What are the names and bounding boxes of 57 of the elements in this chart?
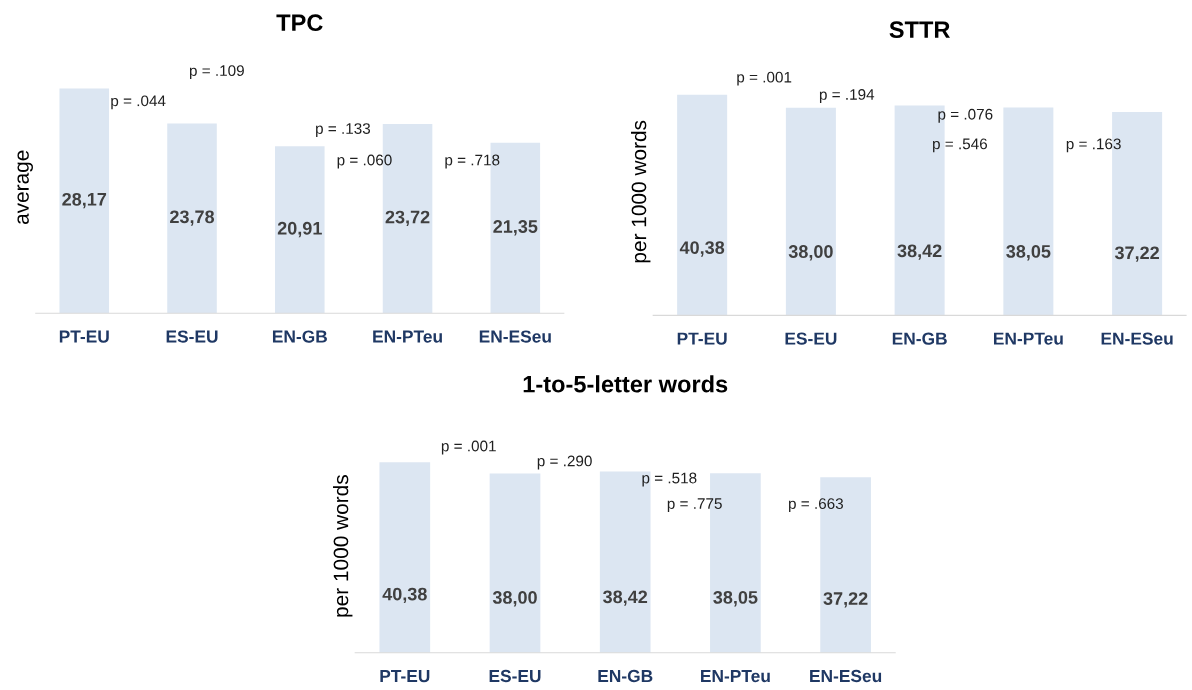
x-tick-label: PT-EU xyxy=(59,330,109,343)
x-tick-label: EN-GB xyxy=(272,330,327,343)
data-label: 38,42 xyxy=(897,244,942,260)
data-label: 37,22 xyxy=(823,592,868,608)
y-axis-title: per 1000 words xyxy=(333,475,353,617)
x-tick-label: EN-PTeu xyxy=(994,332,1063,345)
data-label: 40,38 xyxy=(679,241,725,257)
bar xyxy=(59,88,110,314)
x-tick-label: EN-GB xyxy=(598,669,653,683)
annotation: p = .290 xyxy=(537,455,592,470)
annotation: p = .518 xyxy=(642,472,697,487)
data-label: 38,05 xyxy=(1006,245,1051,261)
data-label: 23,72 xyxy=(385,210,430,227)
annotation: p = .060 xyxy=(337,154,392,169)
x-tick-label: EN-ESeu xyxy=(479,330,551,343)
annotation: p = .044 xyxy=(111,95,166,110)
chart-title: TPC xyxy=(276,14,323,32)
annotation: p = .076 xyxy=(938,108,993,123)
x-tick-label: EN-GB xyxy=(892,332,947,345)
text: p = .001 xyxy=(441,440,496,455)
data-label: 38,42 xyxy=(603,590,648,606)
chart-title: STTR xyxy=(889,21,950,38)
data-label: 38,00 xyxy=(788,245,833,261)
data-label: 21,35 xyxy=(493,220,538,236)
x-tick-label: PT-EU xyxy=(677,332,727,345)
annotation: p = .775 xyxy=(667,498,722,513)
data-label: 28,17 xyxy=(62,192,107,209)
data-label: 23,78 xyxy=(170,210,215,226)
text: p = .001 xyxy=(737,71,792,86)
bar xyxy=(599,471,651,653)
bar xyxy=(379,462,431,653)
text: p = .109 xyxy=(189,65,244,80)
annotation: p = .546 xyxy=(933,138,988,153)
data-label: 37,22 xyxy=(1114,246,1159,262)
y-axis-title: average xyxy=(17,150,33,225)
annotation: p = .194 xyxy=(819,89,875,103)
bar xyxy=(275,146,325,314)
data-label: 38,05 xyxy=(713,590,758,607)
data-label: 38,00 xyxy=(492,591,537,607)
x-tick-label: EN-ESeu xyxy=(810,669,882,683)
bar xyxy=(167,123,217,314)
x-tick-label: EN-PTeu xyxy=(373,330,442,343)
x-tick-label: ES-EU xyxy=(489,669,541,683)
annotation: p = .718 xyxy=(445,154,500,169)
annotation: p = .163 xyxy=(1066,138,1121,153)
annotation: p = .133 xyxy=(316,123,371,137)
data-label: 20,91 xyxy=(277,221,322,238)
x-tick-label: ES-EU xyxy=(785,332,837,345)
y-axis-title: per 1000 words xyxy=(631,120,651,263)
x-tick-label: ES-EU xyxy=(166,330,218,343)
bar xyxy=(489,473,541,653)
chart-title: 1-to-5-letter words xyxy=(523,375,728,393)
data-label: 40,38 xyxy=(382,587,427,604)
x-tick-label: EN-ESeu xyxy=(1101,332,1173,345)
x-tick-label: EN-PTeu xyxy=(701,670,770,683)
x-tick-label: PT-EU xyxy=(380,670,430,683)
annotation: p = .663 xyxy=(789,498,843,513)
